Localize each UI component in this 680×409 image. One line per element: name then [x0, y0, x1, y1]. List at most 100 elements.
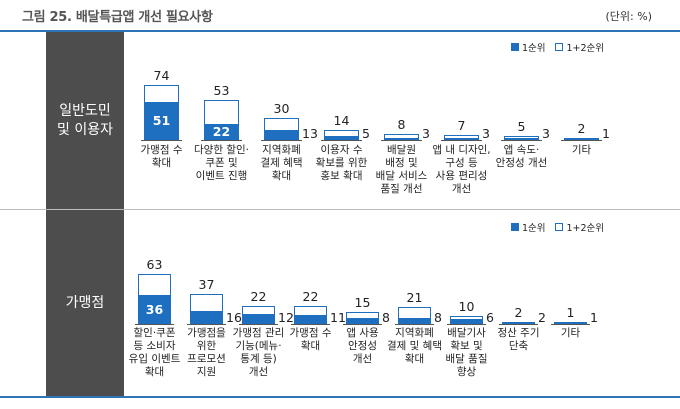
legend-swatch-first — [510, 43, 519, 51]
data-label-first: 3 — [482, 126, 490, 141]
data-label-total: 22 — [302, 289, 319, 305]
bar-group — [264, 117, 299, 140]
bar-total — [324, 129, 359, 140]
legend-item-first: 1순위 — [510, 40, 545, 54]
bar-first — [242, 314, 275, 324]
category-label: 정산 주기 단축 — [497, 327, 540, 352]
legend-swatch-total — [555, 43, 564, 51]
category-label: 가맹점 관리 기능(메뉴· 통계 등) 개선 — [232, 327, 285, 378]
category-label: 배달기사 확보 및 배달 품질 향상 — [445, 327, 488, 378]
category-label: 다양한 할인· 쿠폰 및 이벤트 진행 — [194, 144, 249, 182]
bar-baseline — [551, 324, 590, 325]
bar-first — [502, 322, 535, 324]
top-rule — [0, 30, 680, 32]
data-label-first: 6 — [486, 310, 494, 325]
panel-label-line: 가맹점 — [65, 294, 105, 311]
bar-baseline — [381, 140, 422, 141]
bar-first — [144, 101, 179, 140]
bar-group — [450, 316, 483, 324]
data-label-first: 16 — [226, 310, 242, 325]
data-label-total: 37 — [198, 277, 215, 293]
category-label: 기타 — [560, 327, 581, 339]
bar-baseline — [261, 140, 302, 141]
panel-label-line: 및 이용자 — [57, 121, 113, 138]
bar-baseline — [499, 324, 538, 325]
legend-label-total: 1+2순위 — [566, 43, 604, 54]
category-label: 이용자 수 확보를 위한 홍보 확대 — [315, 144, 368, 182]
data-label-total: 53 — [213, 83, 230, 99]
data-label-first: 13 — [302, 126, 318, 141]
bar-first — [444, 137, 479, 140]
figure-title: 그림 25. 배달특급앱 개선 필요사항 — [22, 10, 213, 25]
category-label: 앱 내 디자인, 구성 등 사용 편리성 개선 — [432, 144, 491, 195]
category-label: 지역화폐 결제 혜택 확대 — [260, 144, 303, 182]
panel-label-line: 일반도민 — [59, 102, 111, 119]
bar-group — [564, 138, 599, 140]
bar-first — [264, 130, 299, 140]
category-label: 지역화폐 결제 및 혜택 확대 — [387, 327, 442, 365]
data-label-total: 1 — [566, 305, 575, 320]
bar-first — [324, 136, 359, 140]
legend-swatch-first — [510, 223, 519, 231]
bar-total — [384, 134, 419, 140]
bar-group — [204, 100, 239, 140]
data-label-total: 74 — [153, 67, 170, 83]
data-label-first: 3 — [542, 126, 550, 141]
data-label-total: 30 — [273, 100, 290, 116]
data-label-first: 8 — [434, 310, 442, 325]
bar-first — [554, 322, 587, 324]
bar-baseline — [447, 324, 486, 325]
bar-group — [384, 134, 419, 140]
legend-item-total: 1+2순위 — [555, 220, 604, 234]
bar-baseline — [291, 324, 330, 325]
category-label: 앱 속도· 안정성 개선 — [495, 144, 548, 169]
category-label: 앱 사용 안정성 개선 — [346, 327, 379, 365]
data-label-total: 15 — [354, 295, 371, 310]
data-label-total: 2 — [514, 305, 523, 320]
data-label-total: 21 — [406, 290, 423, 306]
data-label-total: 7 — [457, 117, 466, 133]
bar-group — [346, 312, 379, 324]
bar-first — [190, 311, 223, 324]
bar-first — [138, 295, 171, 324]
category-label: 가맹점 수 확대 — [289, 327, 332, 352]
bar-first — [346, 317, 379, 324]
legend-label-total: 1+2순위 — [566, 223, 604, 234]
bar-group — [242, 306, 275, 324]
category-label: 가맹점 수 확대 — [140, 144, 183, 169]
bar-group — [144, 84, 179, 140]
bar-first — [294, 315, 327, 324]
data-label-total: 5 — [517, 119, 526, 135]
bar-group — [138, 273, 171, 324]
data-label-first: 11 — [330, 310, 346, 325]
panel-divider — [0, 209, 680, 210]
bar-baseline — [395, 324, 434, 325]
bar-group — [398, 307, 431, 324]
legend-swatch-total — [555, 223, 564, 231]
bar-group — [444, 134, 479, 140]
bar-baseline — [441, 140, 482, 141]
bar-total — [444, 134, 479, 140]
data-label-total: 8 — [397, 117, 406, 132]
bar-baseline — [141, 140, 182, 141]
data-label-total: 10 — [458, 299, 475, 314]
data-label-first: 1 — [590, 310, 598, 325]
bar-group — [294, 306, 327, 324]
legend-item-first: 1순위 — [510, 220, 546, 234]
bar-baseline — [239, 324, 278, 325]
legend-label-first: 1순위 — [521, 223, 546, 234]
bar-baseline — [201, 140, 242, 141]
data-label-total: 14 — [333, 112, 350, 128]
bar-first — [450, 319, 483, 324]
data-label-first: 8 — [382, 310, 390, 325]
legend-item-total: 1+2순위 — [555, 40, 604, 54]
panel-label-stores: 가맹점 — [46, 210, 124, 396]
panel-label-text: 가맹점 — [66, 294, 105, 313]
data-label-first: 5 — [362, 126, 370, 141]
data-label-total: 2 — [577, 121, 586, 136]
category-label: 할인·쿠폰 등 소비자 유입 이벤트 확대 — [128, 327, 181, 378]
data-label-first: 36 — [145, 301, 164, 317]
data-label-first: 3 — [422, 126, 430, 141]
bar-baseline — [321, 140, 362, 141]
